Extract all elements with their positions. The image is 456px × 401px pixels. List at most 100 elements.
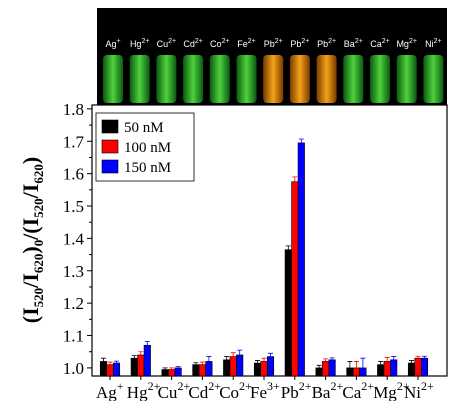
charge: 2+ <box>301 38 309 45</box>
inset-label: Cd2+ <box>183 38 203 49</box>
vial <box>103 55 123 103</box>
ion: Hg <box>130 39 142 49</box>
bar <box>168 369 176 377</box>
bar <box>161 369 169 377</box>
bar <box>99 361 108 377</box>
bar <box>297 142 305 377</box>
error-bar <box>360 357 366 368</box>
inset-label: Ni2+ <box>425 38 441 49</box>
bar <box>322 361 330 377</box>
charge: 2+ <box>141 38 149 45</box>
bar <box>229 356 237 377</box>
ion: Co <box>210 39 222 49</box>
bar <box>112 362 121 377</box>
inset-label: Pb2+ <box>264 38 283 49</box>
inset-label: Hg2+ <box>130 38 150 49</box>
x-tick-label: Co2+ <box>219 379 252 401</box>
y-label-part: 520 <box>31 198 46 218</box>
bar <box>260 361 268 377</box>
inset-label: Mg2+ <box>396 38 417 49</box>
charge: 2+ <box>195 38 203 45</box>
y-tick-label: 1.6 <box>63 165 84 184</box>
error-bar <box>138 351 144 355</box>
vial <box>129 55 150 103</box>
ion: Pb <box>281 383 299 401</box>
charge: 3+ <box>267 379 280 393</box>
ion: Hg <box>127 383 148 401</box>
vial <box>183 55 204 103</box>
error-bar <box>268 352 273 357</box>
ion: Cu <box>157 39 169 49</box>
charge: 2+ <box>355 38 363 45</box>
x-tick-label: Ca2+ <box>342 379 374 401</box>
y-tick-label: 1.3 <box>63 262 84 281</box>
bar <box>253 362 262 377</box>
legend-label: 150 nM <box>124 160 171 176</box>
error-bar <box>316 364 322 368</box>
error-bar <box>353 361 359 368</box>
error-bar <box>422 355 427 359</box>
ion: Pb <box>317 39 328 49</box>
legend-label: 50 nM <box>124 120 164 136</box>
vial <box>370 55 390 103</box>
ion: Ni <box>425 39 434 49</box>
vial <box>236 55 257 103</box>
charge: 2+ <box>222 38 230 45</box>
x-tick-label: Cu2+ <box>158 379 191 401</box>
bar <box>328 359 336 377</box>
charge: 2+ <box>239 379 252 393</box>
y-label-part: 520 <box>31 288 46 308</box>
bar <box>284 249 292 377</box>
bar <box>346 367 354 377</box>
x-tick-label: Fe3+ <box>250 379 280 401</box>
error-bar <box>206 356 212 362</box>
legend-label: 100 nM <box>124 140 171 156</box>
error-bar <box>101 357 106 362</box>
ion: Ag <box>105 39 116 49</box>
vial <box>423 55 444 103</box>
bar <box>291 181 299 377</box>
y-label-part: ) <box>18 157 43 164</box>
y-label-part: /I <box>18 273 43 289</box>
y-tick-label: 1.8 <box>63 100 84 119</box>
error-bar <box>237 349 243 355</box>
vial <box>209 55 230 103</box>
error-bar <box>323 358 329 362</box>
legend-swatch <box>101 139 119 154</box>
error-bar <box>114 360 119 364</box>
error-bar <box>292 176 298 182</box>
x-tick-label: Hg2+ <box>127 379 161 401</box>
x-tick-label: Cd2+ <box>188 379 221 401</box>
ion: Cd <box>183 39 195 49</box>
ion: Ba <box>344 39 355 49</box>
bar <box>236 354 244 377</box>
inset-label: Fe2+ <box>237 38 256 49</box>
bar <box>377 364 385 377</box>
bar <box>414 357 422 377</box>
y-axis-label: (I520/I620)0/(I520/I620) <box>18 157 46 323</box>
x-tick-label: Ba2+ <box>312 379 344 401</box>
ion: Pb <box>290 39 301 49</box>
ion: Ag <box>96 383 117 401</box>
y-label-part: 620 <box>31 254 46 274</box>
inset-label: Ca2+ <box>370 38 390 49</box>
ion: Pb <box>264 39 275 49</box>
x-tick-label: Pb2+ <box>281 379 312 401</box>
y-tick-label: 1.7 <box>63 132 85 151</box>
y-tick-label: 1.1 <box>63 327 84 346</box>
bar <box>223 359 231 377</box>
error-bar <box>298 138 304 143</box>
bar <box>383 361 391 377</box>
ion: Ca <box>342 383 361 401</box>
charge: 2+ <box>328 38 336 45</box>
charge: 2+ <box>421 379 434 393</box>
charge: 2+ <box>361 379 374 393</box>
error-bar <box>347 361 353 368</box>
bar <box>352 367 360 377</box>
charge: 2+ <box>434 38 442 45</box>
charge: + <box>117 379 124 393</box>
bar <box>266 356 275 377</box>
legend-swatch <box>101 119 119 134</box>
legend-swatch <box>101 159 119 174</box>
